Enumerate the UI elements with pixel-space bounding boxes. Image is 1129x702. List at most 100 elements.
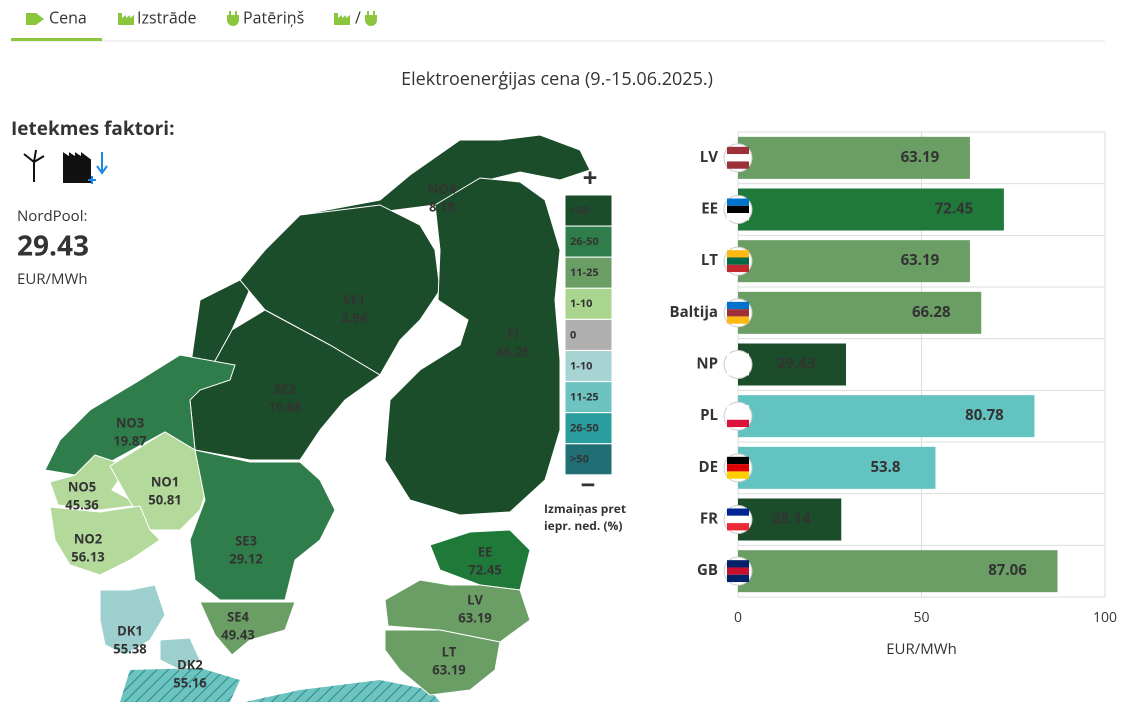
legend-swatch [564,256,613,289]
flag-stripe [727,368,749,376]
y-tick-label: NP [696,354,718,374]
legend-swatch [564,350,613,382]
legend-swatch [564,287,613,320]
flag-stripe [727,419,749,428]
region-name: NO2 [74,529,103,547]
flag-stripe [727,464,749,472]
flag-stripe [727,508,749,516]
tab-icons [26,11,377,26]
y-tick-label: GB [697,560,718,580]
active-tab-underline [11,38,102,41]
legend-label: 26-50 [570,421,599,436]
region-name: SE2 [274,379,296,397]
region-name: SE3 [235,531,257,549]
legend-label: 0 [570,327,576,342]
neighbour-area [120,668,440,702]
legend-plus: + [583,159,598,195]
flag-stripe [727,360,749,369]
bar [738,240,970,283]
region-name: NO1 [151,472,179,490]
y-tick-label: PL [700,405,718,425]
region-value: 63.19 [458,608,491,626]
tab[interactable]: / [355,6,361,28]
flag-stripe [727,213,749,221]
nordpool-unit: EUR/MWh [17,269,88,289]
region-name: SE4 [227,607,249,625]
y-tick-label: LV [700,147,718,167]
tab[interactable]: Cena [49,6,87,28]
y-tick-label: LT [701,250,718,270]
region-name: FI [507,324,518,342]
legend-label: 26-50 [570,234,599,249]
flag-stripe [727,250,749,258]
flag-stripe [727,523,749,531]
bar [738,291,982,334]
tab[interactable]: Patēriņš [243,6,304,28]
bar-value-label: 87.06 [988,560,1027,580]
bar-value-label: 72.45 [935,199,974,219]
legend-label: 11-25 [570,265,599,280]
nordpool-label: NordPool: [17,206,87,226]
region-value: 56.13 [71,547,104,565]
bar-chart: 0 50 100 EUR/MWh 63.19 LV 72.45 EE 63.19 LT 66.28 B… [670,131,1117,659]
bar [738,395,1035,438]
legend-label: >50 [570,203,589,218]
y-tick-label: EE [701,199,718,219]
tab[interactable]: Izstrāde [137,6,197,28]
legend-label: 1-10 [570,358,592,373]
region-name: NO4 [428,179,457,197]
y-tick-label: DE [698,457,718,477]
map-region [189,449,336,601]
flag-stripe [727,146,749,155]
legend-swatch [564,443,613,476]
bar-value-label: 28.14 [772,509,811,529]
legend-label: 11-25 [570,390,599,405]
bar-value-label: 63.19 [901,147,940,167]
legend-caption: Izmaiņas pret [544,500,626,517]
legend-label: 1-10 [570,296,592,311]
legend-swatch [564,194,613,227]
region-value: 3.94 [341,308,368,326]
x-tick-label: 50 [913,608,929,627]
region-name: DK2 [177,655,203,673]
region-name: NO3 [116,413,144,431]
bar-value-label: 63.19 [901,250,940,270]
legend-minus: − [581,466,596,502]
flag-stripe [727,515,749,524]
region-name: SE1 [343,290,365,308]
bar [738,550,1058,593]
flag-stripe [727,154,749,162]
bar [738,446,936,489]
region-value: 50.81 [148,490,181,508]
map-region [384,177,561,516]
legend-swatch [564,318,613,351]
region-name: LT [442,642,457,660]
bar-value-label: 53.8 [870,457,900,477]
bar-value-label: 29.43 [777,354,816,374]
flag-stripe [727,471,749,479]
map-region [159,637,201,671]
map-region [49,505,161,576]
map-region [429,529,531,591]
map-region [384,629,501,696]
bar [738,343,847,386]
region-value: 29.12 [229,549,263,567]
flag-stripe [727,574,749,583]
flag-stripe [727,456,749,465]
map-region [99,584,166,656]
legend-caption: iepr. ned. (%) [544,517,622,534]
bar [738,188,1004,231]
region-value: 46.25 [496,342,529,360]
bar-value-label: 66.28 [912,302,951,322]
region-value: 55.38 [113,639,146,657]
flag-stripe [727,405,749,413]
region-value: 19.87 [113,431,147,449]
legend-label: >50 [570,452,589,467]
bar-value-label: 80.78 [965,405,1004,425]
region-value: 55.16 [173,673,207,691]
region-value: 63.19 [432,660,465,678]
bar [738,136,970,179]
flag-stripe [727,560,749,568]
